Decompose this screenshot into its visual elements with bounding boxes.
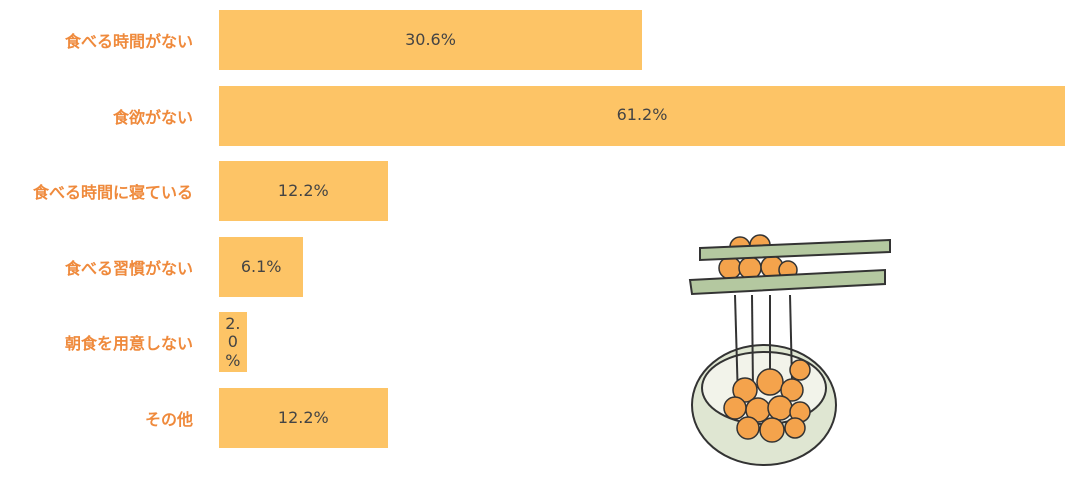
value-label: 6.1% (237, 258, 286, 276)
value-label: 12.2% (274, 182, 333, 200)
bar: 2.0% (219, 312, 247, 372)
page: 食べる時間がない 30.6% 食欲がない 61.2% 食べる時間に寝ている 12.2% 食べ… (0, 0, 1065, 490)
bar: 61.2% (219, 86, 1065, 146)
natto-illustration (680, 230, 900, 485)
category-label: 食べる時間に寝ている (33, 161, 193, 221)
category-label: 朝食を用意しない (65, 312, 193, 372)
bar: 12.2% (219, 388, 388, 448)
category-label: 食べる習慣がない (65, 237, 193, 297)
category-label: 食べる時間がない (65, 10, 193, 70)
bar: 6.1% (219, 237, 303, 297)
category-label: その他 (145, 388, 193, 448)
bar: 12.2% (219, 161, 388, 221)
value-label: 12.2% (274, 409, 333, 427)
value-label: 61.2% (613, 106, 672, 124)
bar: 30.6% (219, 10, 642, 70)
value-label: 30.6% (401, 31, 460, 49)
category-label: 食欲がない (113, 86, 193, 146)
value-label: 2.0% (219, 315, 247, 370)
